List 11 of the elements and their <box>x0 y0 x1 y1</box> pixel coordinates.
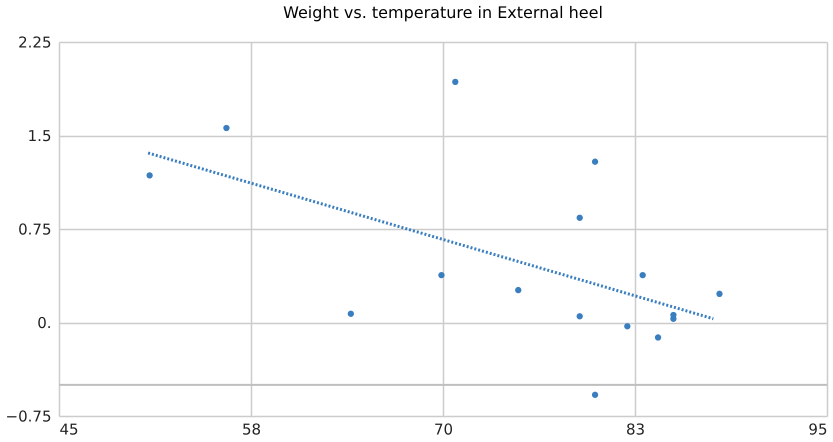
x-tick-label: 70 <box>434 420 454 438</box>
x-tick-label: 45 <box>60 420 79 438</box>
x-tick-label: 95 <box>808 420 828 438</box>
x-tick-label: 83 <box>626 420 646 438</box>
chart-title: Weight vs. temperature in External heel <box>283 3 603 22</box>
x-tick-label: 58 <box>242 420 262 438</box>
y-tick-label: 1.5 <box>28 127 52 145</box>
y-tick-label: 2.25 <box>18 34 52 52</box>
y-tick-label: −0.75 <box>6 408 52 426</box>
y-tick-label: 0.75 <box>18 220 52 238</box>
y-tick-label: 0. <box>37 314 52 332</box>
